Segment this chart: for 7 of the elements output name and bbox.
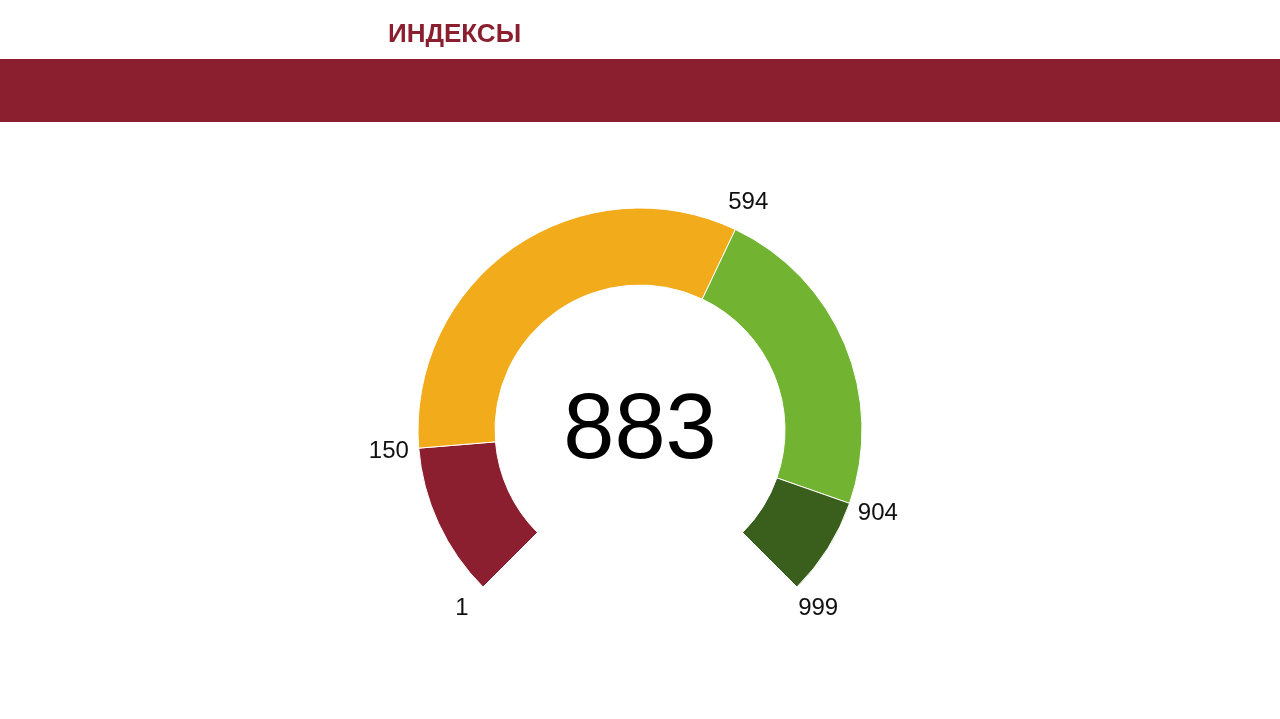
text: 883 — [563, 375, 717, 477]
text: 1 — [455, 593, 469, 621]
text: 999 — [798, 593, 839, 621]
text: 594 — [728, 187, 769, 215]
text: 150 — [368, 435, 409, 463]
text: 904 — [857, 498, 898, 526]
chart-title: ИНДЕКСЫ — [388, 18, 522, 49]
